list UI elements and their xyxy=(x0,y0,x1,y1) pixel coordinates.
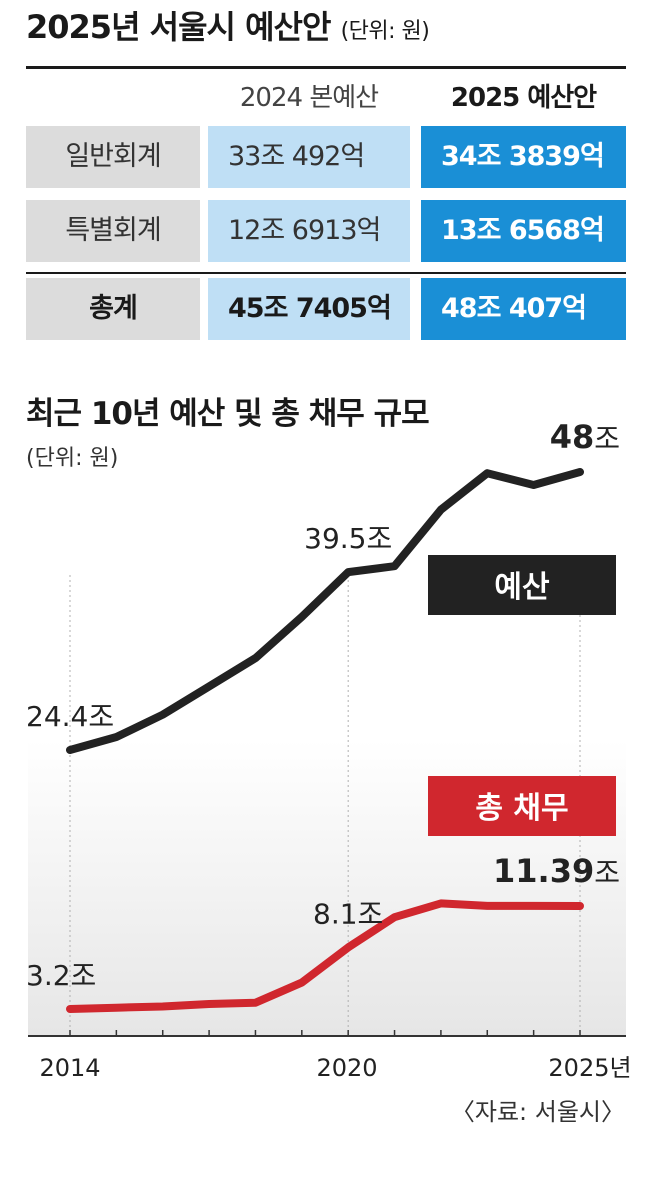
legend-budget-box xyxy=(428,555,616,615)
cell-special-2024: 12조 6913억 xyxy=(208,200,410,262)
page-title: 2025년 서울시 예산안 (단위: 원) xyxy=(26,2,430,48)
table-top-rule xyxy=(26,66,626,69)
data-label-debt-2014: 3.2조 xyxy=(26,959,96,992)
data-label-debt-2025: 11.39조 xyxy=(493,852,620,890)
page-title-text: 2025년 서울시 예산안 xyxy=(26,8,331,46)
chart-title: 최근 10년 예산 및 총 채무 규모 xyxy=(26,396,430,432)
legend-debt-label: 총 채무 xyxy=(475,791,568,826)
x-tick-label-2014: 2014 xyxy=(39,1054,100,1082)
column-header-2024: 2024 본예산 xyxy=(239,83,379,113)
budget-series-line xyxy=(66,468,584,754)
data-label-debt-2020: 8.1조 xyxy=(313,897,383,930)
source-note: 〈자료: 서울시〉 xyxy=(450,1098,625,1126)
cell-special-2025: 13조 6568억 xyxy=(421,200,626,262)
legend-budget-label: 예산 xyxy=(494,570,550,605)
column-header-2025: 2025 예산안 xyxy=(450,83,597,113)
chart-unit: (단위: 원) xyxy=(26,446,119,471)
data-label-budget-2014: 24.4조 xyxy=(26,700,114,733)
row-label-general: 일반회계 xyxy=(26,126,200,188)
x-tick-label-2025: 2025년 xyxy=(548,1054,631,1082)
row-label-special: 특별회계 xyxy=(26,200,200,262)
page-title-unit: (단위: 원) xyxy=(340,19,430,44)
legend-debt-box xyxy=(428,776,616,836)
row-label-total: 총계 xyxy=(26,278,200,340)
cell-total-2025: 48조 407억 xyxy=(421,278,626,340)
cell-total-2024: 45조 7405억 xyxy=(208,278,410,340)
data-label-budget-2025: 48조 xyxy=(550,418,620,456)
cell-general-2024: 33조 492억 xyxy=(208,126,410,188)
debt-series-line xyxy=(66,899,584,1013)
data-label-budget-2020: 39.5조 xyxy=(304,522,392,555)
x-tick-label-2020: 2020 xyxy=(316,1054,377,1082)
table-total-rule xyxy=(26,272,626,274)
cell-general-2025: 34조 3839억 xyxy=(421,126,626,188)
